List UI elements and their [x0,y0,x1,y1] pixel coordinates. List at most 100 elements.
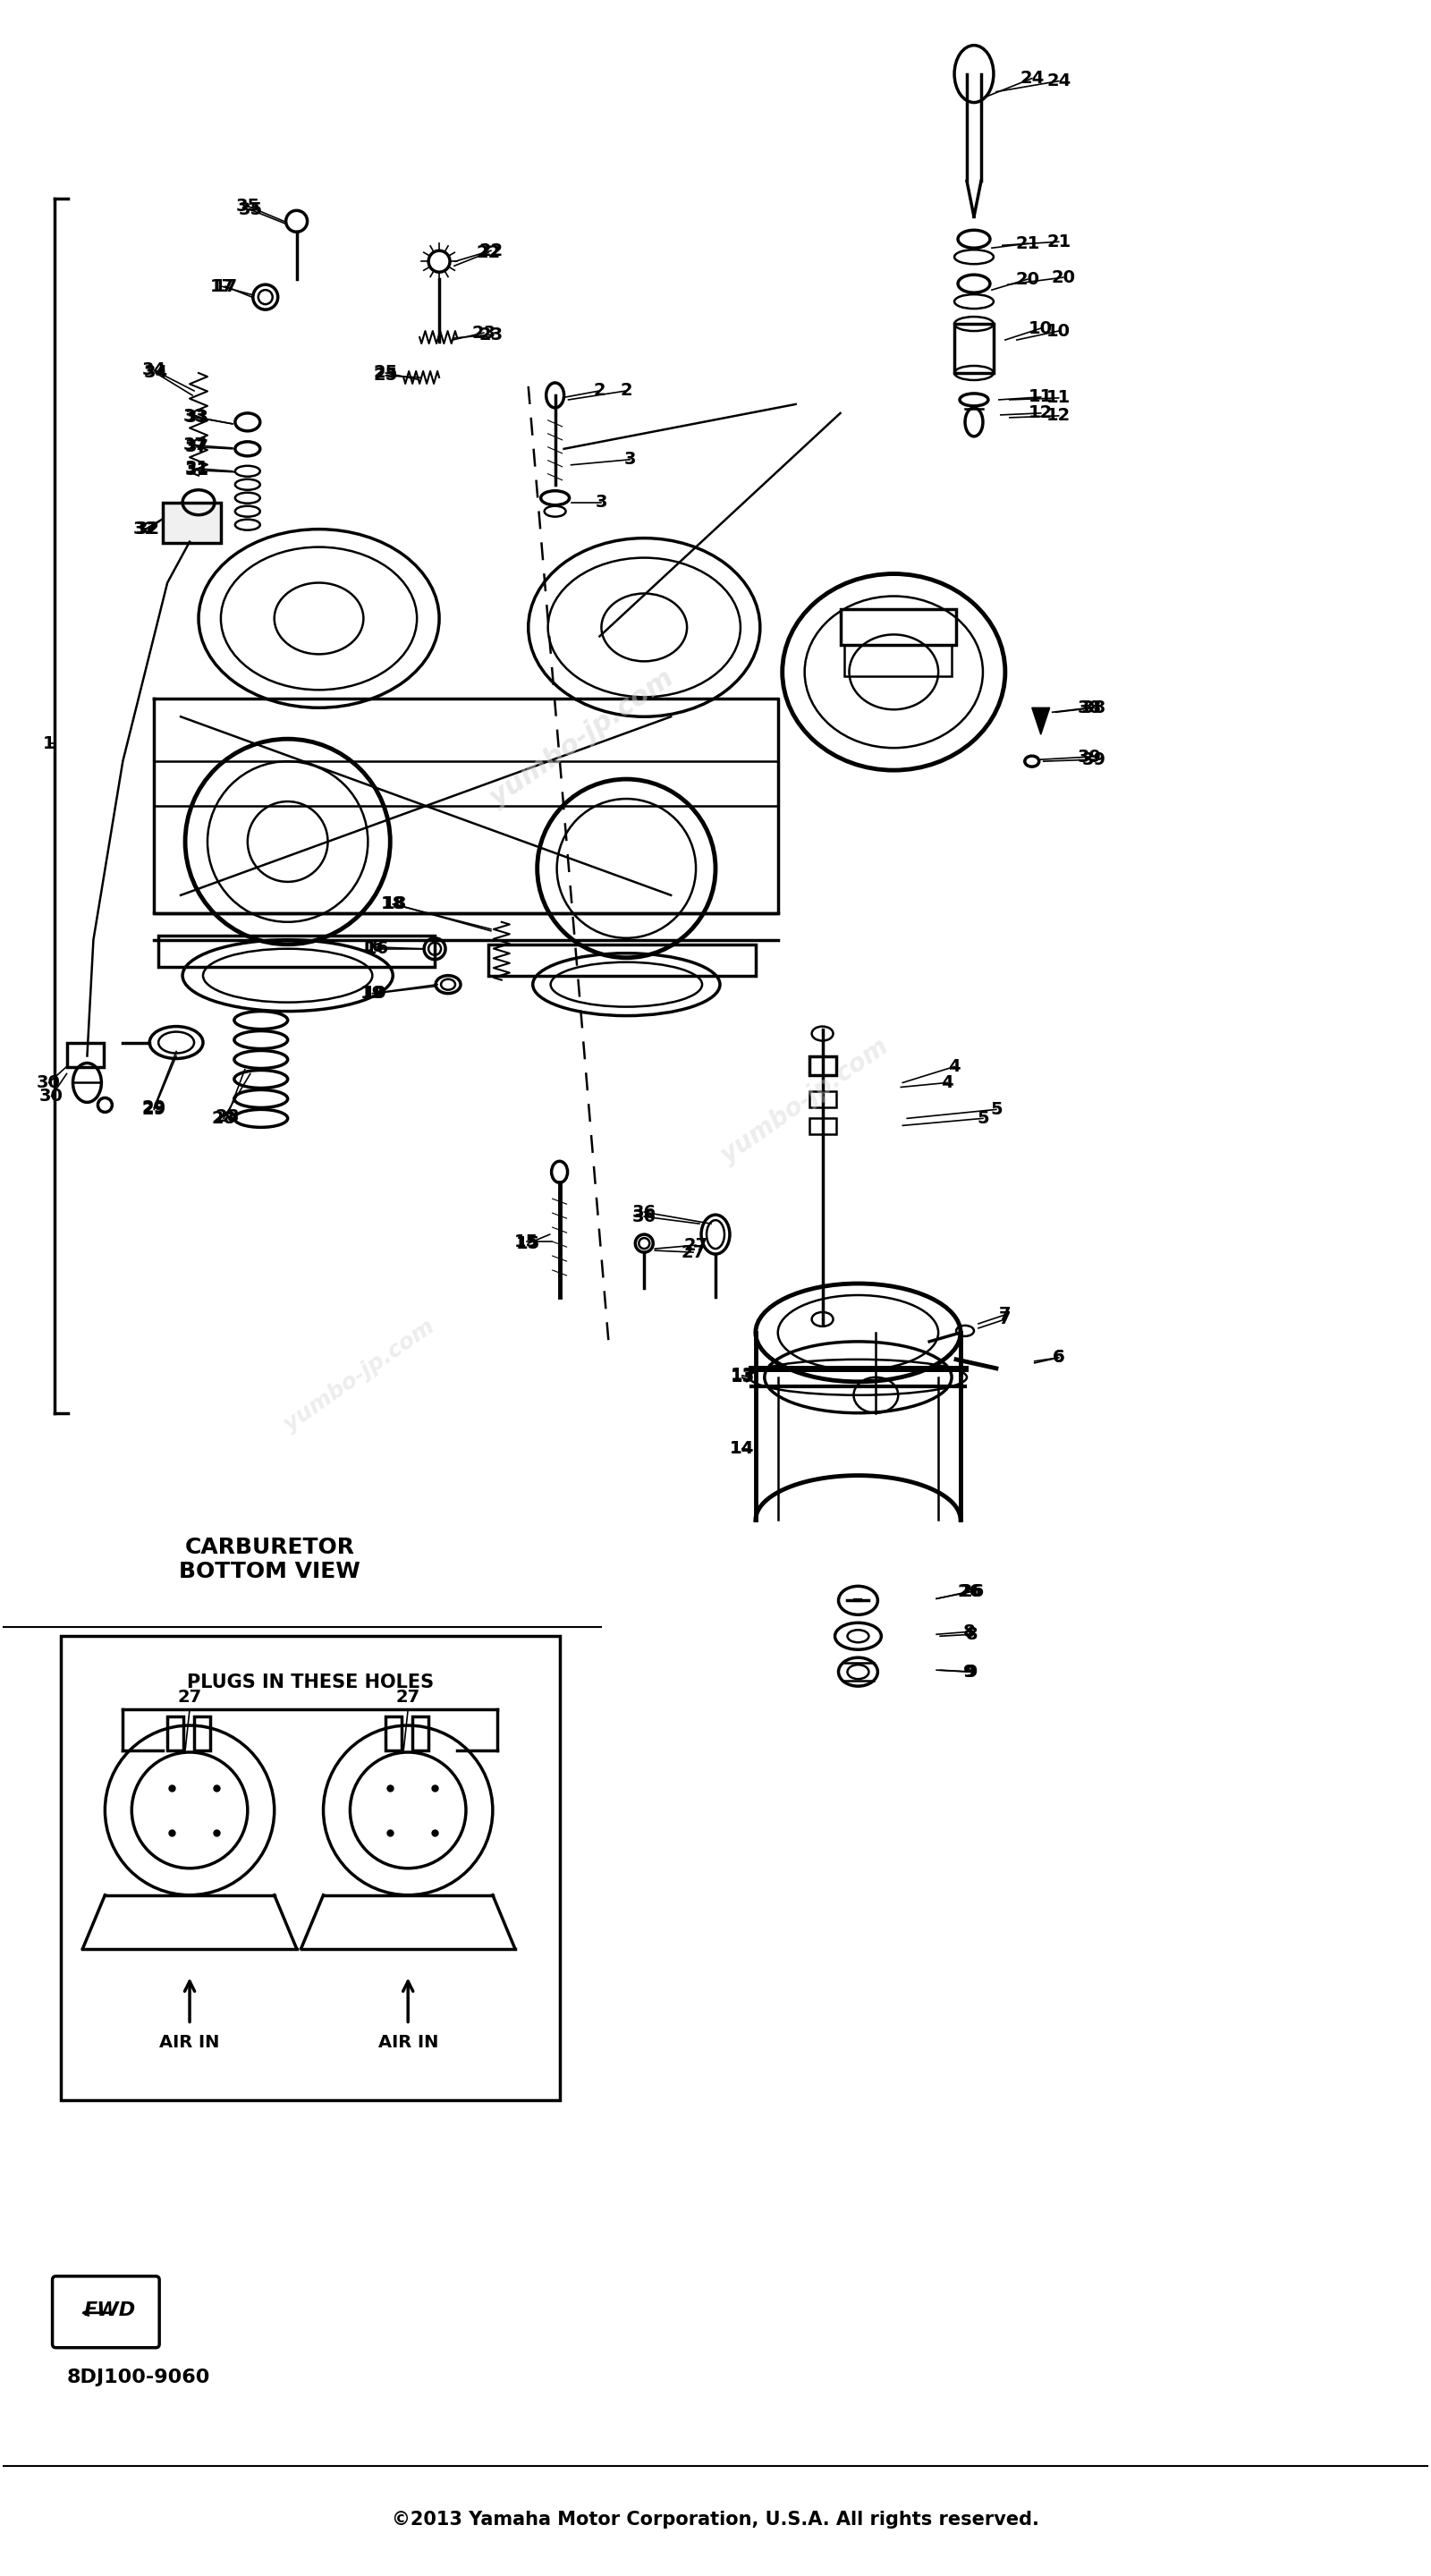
Text: 39: 39 [1082,752,1106,768]
Text: 3: 3 [595,495,607,510]
Text: 6: 6 [1053,1350,1065,1365]
Text: 20: 20 [1050,268,1075,286]
Text: 16: 16 [361,938,385,956]
Text: 38: 38 [1082,698,1106,716]
Text: 8DJ100-9060: 8DJ100-9060 [67,2367,210,2385]
Text: 25: 25 [373,368,398,384]
Text: 10: 10 [1046,322,1070,340]
Text: 29: 29 [142,1100,166,1118]
Text: 23: 23 [479,327,504,343]
Text: 30: 30 [40,1087,63,1105]
Text: 10: 10 [1029,319,1053,337]
Bar [844,644,952,677]
Text: PLUGS IN THESE HOLES: PLUGS IN THESE HOLES [186,1674,434,1692]
Text: 13: 13 [730,1368,754,1386]
Text: 31: 31 [185,461,209,479]
Bar [167,1716,183,1752]
Text: 18: 18 [381,896,405,912]
Text: 36: 36 [633,1208,657,1226]
Text: 37: 37 [185,438,209,456]
Bar [386,1716,402,1752]
Text: 7: 7 [999,1306,1012,1324]
Bar [163,502,220,544]
Text: 35: 35 [238,201,262,219]
Bar [809,1092,836,1108]
Text: 19: 19 [363,984,388,1002]
Text: 32: 32 [133,520,157,538]
Text: 23: 23 [472,325,497,340]
Polygon shape [1032,708,1050,734]
Text: 8: 8 [963,1623,976,1641]
Text: 27: 27 [684,1236,708,1255]
Text: yumbo-jp.com: yumbo-jp.com [280,1316,438,1435]
Text: 29: 29 [142,1100,166,1115]
Text: 20: 20 [1016,270,1039,289]
Text: 36: 36 [633,1203,657,1221]
Text: 17: 17 [213,278,238,294]
FancyBboxPatch shape [53,2277,159,2347]
Text: 37: 37 [183,438,207,453]
Text: 21: 21 [1046,234,1070,250]
Bar [809,1056,836,1077]
Text: 28: 28 [212,1110,236,1126]
Text: 5: 5 [990,1100,1002,1118]
Text: 33: 33 [183,407,207,425]
Text: 19: 19 [361,984,385,1002]
Text: 25: 25 [373,363,398,381]
Text: 27: 27 [396,1687,421,1705]
Text: 24: 24 [1046,72,1070,90]
Bar [412,1716,428,1752]
Bar [954,325,993,374]
Text: 9: 9 [966,1664,979,1680]
Text: 11: 11 [1046,389,1070,407]
Text: 14: 14 [730,1440,754,1458]
Text: 15: 15 [517,1234,541,1252]
Bar [840,611,956,644]
Bar [60,1636,560,2099]
Text: 33: 33 [185,410,209,425]
Text: 12: 12 [1029,404,1053,422]
Text: 21: 21 [1015,234,1040,252]
Text: 5: 5 [977,1110,989,1126]
Text: 39: 39 [1078,750,1102,765]
Text: ©2013 Yamaha Motor Corporation, U.S.A. All rights reserved.: ©2013 Yamaha Motor Corporation, U.S.A. A… [392,2512,1039,2530]
Text: 28: 28 [215,1108,239,1126]
Text: 31: 31 [185,461,209,477]
Text: 27: 27 [681,1244,705,1260]
Text: 8: 8 [966,1625,979,1643]
Text: AIR IN: AIR IN [378,2035,438,2050]
Bar [159,935,435,966]
Text: 34: 34 [142,361,166,379]
Text: yumbo-jp.com: yumbo-jp.com [485,665,678,811]
Text: 24: 24 [1020,70,1045,88]
Text: 30: 30 [37,1074,62,1092]
Text: 34: 34 [143,363,167,381]
Bar [488,945,756,976]
Text: 27: 27 [177,1687,202,1705]
Text: 13: 13 [730,1368,754,1383]
Text: FWD: FWD [83,2300,136,2318]
Text: 38: 38 [1078,698,1102,716]
Text: 32: 32 [136,520,160,538]
Text: 22: 22 [479,242,504,260]
Text: 6: 6 [1053,1350,1065,1365]
Text: 14: 14 [730,1440,754,1458]
Text: 15: 15 [514,1234,538,1249]
Text: 26: 26 [960,1584,985,1600]
Text: 35: 35 [236,198,259,214]
Text: 7: 7 [999,1311,1012,1327]
Text: 26: 26 [957,1584,982,1600]
Text: 16: 16 [365,940,389,958]
Text: 4: 4 [942,1074,953,1092]
Text: 22: 22 [477,245,501,260]
Text: 17: 17 [209,278,233,294]
Bar [67,1043,104,1066]
Text: 11: 11 [1029,389,1053,404]
Text: 4: 4 [949,1059,960,1074]
Text: AIR IN: AIR IN [159,2035,220,2050]
Text: 1: 1 [43,734,54,752]
Bar [809,1118,836,1133]
Text: CARBURETOR
BOTTOM VIEW: CARBURETOR BOTTOM VIEW [179,1535,361,1582]
Text: 2: 2 [620,381,633,399]
Text: 2: 2 [594,381,605,399]
